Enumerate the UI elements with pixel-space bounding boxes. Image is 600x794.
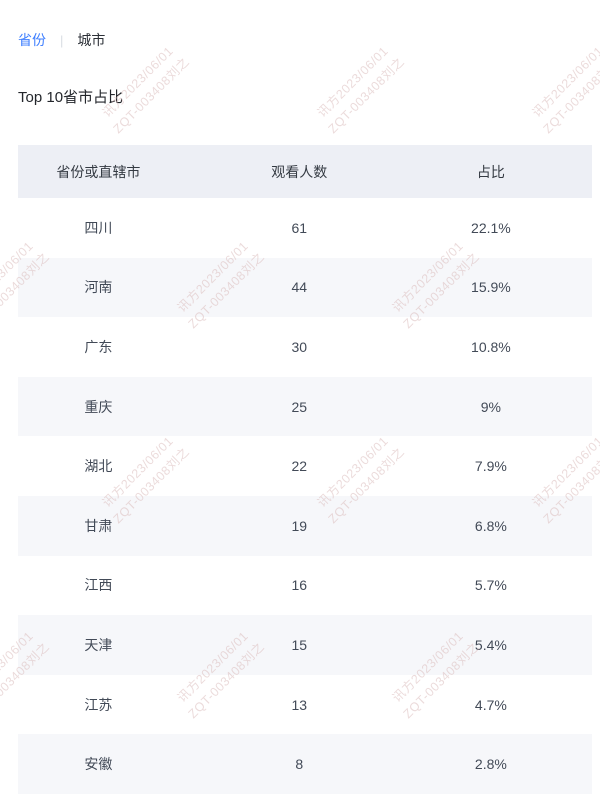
viewer-count: 16	[291, 577, 308, 594]
share-percent: 15.9%	[471, 279, 511, 296]
view-tab-bar: 省份 | 城市	[0, 0, 600, 50]
province-name: 江苏	[84, 696, 113, 713]
province-name: 江西	[84, 577, 113, 594]
province-name: 重庆	[84, 398, 113, 415]
share-percent: 6.8%	[474, 517, 507, 534]
tab-city[interactable]: 城市	[77, 32, 106, 48]
table-row: 甘肃 19 6.8%	[18, 495, 592, 556]
province-name: 天津	[84, 636, 113, 653]
viewer-count: 19	[291, 517, 308, 534]
table-row: 四川 61 22.1%	[18, 198, 592, 258]
province-name: 广东	[84, 338, 113, 355]
table-row: 河南 44 15.9%	[18, 257, 592, 318]
viewer-count: 25	[291, 398, 308, 415]
table-body: 四川 61 22.1% 河南 44 15.9% 广东 30 10.8% 重庆 25 9% 湖北 22 7.9…	[18, 198, 592, 794]
share-percent: 9%	[480, 398, 501, 415]
share-percent: 5.7%	[474, 577, 507, 594]
share-percent: 22.1%	[471, 219, 511, 236]
table-row: 湖北 22 7.9%	[18, 436, 592, 496]
viewer-count: 22	[291, 458, 308, 475]
table-header-row: 省份或直辖市 观看人数 占比	[18, 145, 592, 198]
share-percent: 4.7%	[474, 696, 507, 713]
table-row: 江苏 13 4.7%	[18, 675, 592, 735]
table-row: 天津 15 5.4%	[18, 615, 592, 675]
province-name: 河南	[84, 279, 113, 296]
province-name: 四川	[84, 219, 113, 236]
share-percent: 2.8%	[474, 756, 507, 773]
viewer-count: 61	[291, 219, 308, 236]
share-percent: 5.4%	[474, 636, 507, 653]
table-row: 广东 30 10.8%	[18, 317, 592, 377]
header-viewers: 观看人数	[271, 163, 328, 180]
province-share-table: 省份或直辖市 观看人数 占比 四川 61 22.1% 河南 44 15.9% 广东 30 10.…	[18, 145, 592, 794]
tab-province[interactable]: 省份	[18, 32, 46, 48]
province-name: 湖北	[84, 458, 113, 475]
share-percent: 10.8%	[471, 338, 511, 355]
table-row: 江西 16 5.7%	[18, 556, 592, 616]
header-share: 占比	[476, 163, 505, 180]
tab-divider: |	[60, 32, 64, 48]
section-title: Top 10省市占比	[18, 89, 124, 106]
header-province: 省份或直辖市	[56, 163, 141, 180]
table-row: 安徽 8 2.8%	[18, 734, 592, 794]
province-name: 甘肃	[84, 517, 113, 534]
viewer-count: 8	[295, 756, 304, 773]
viewer-count: 44	[291, 279, 308, 296]
table-row: 重庆 25 9%	[18, 376, 592, 437]
province-name: 安徽	[84, 756, 113, 773]
viewer-count: 15	[291, 636, 308, 653]
share-percent: 7.9%	[474, 458, 507, 475]
viewer-count: 30	[291, 338, 308, 355]
viewer-count: 13	[291, 696, 308, 713]
